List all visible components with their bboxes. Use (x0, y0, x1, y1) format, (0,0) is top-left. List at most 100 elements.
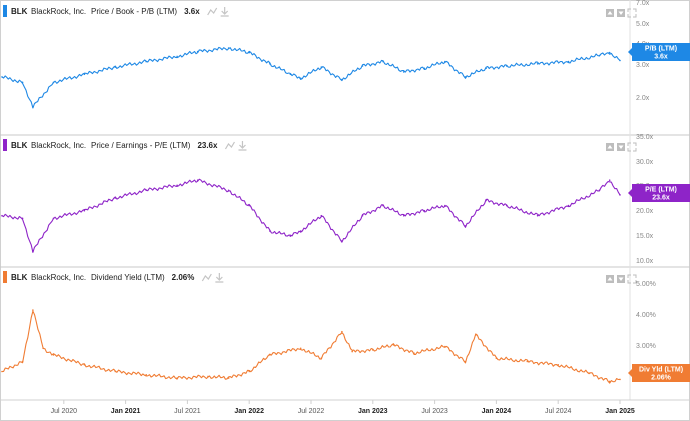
value-tag-value: 2.06% (651, 375, 672, 382)
download-icon[interactable] (215, 273, 224, 283)
ticker-label: BLK (11, 273, 28, 282)
data-point (619, 194, 621, 196)
move-down-icon[interactable] (617, 143, 625, 151)
x-tick-label: Jan 2022 (234, 408, 264, 415)
data-point (176, 55, 178, 58)
data-point (21, 217, 24, 220)
expand-glyph (627, 274, 637, 284)
data-point (227, 189, 230, 192)
data-point (402, 71, 405, 73)
data-point (413, 352, 415, 355)
data-point (320, 357, 323, 360)
download-icon[interactable] (220, 7, 229, 17)
data-point (83, 364, 86, 366)
data-point (608, 380, 611, 383)
chart-type-icon[interactable] (224, 141, 235, 150)
series-color-bar (3, 271, 7, 283)
data-point (1, 76, 3, 78)
ticker-label: BLK (11, 141, 28, 150)
download-glyph (220, 7, 229, 17)
data-point (145, 189, 147, 192)
chart-type-icon[interactable] (207, 7, 218, 16)
chart-panel-3: 5.00% 4.00% 3.00% BLK BlackRock, Inc. Dividen… (1, 271, 690, 384)
move-up-icon[interactable] (606, 9, 614, 17)
value-tag-pointer (628, 369, 632, 377)
company-label: BlackRock, Inc. (31, 141, 86, 150)
data-point (608, 51, 611, 54)
chart-type-icon[interactable] (201, 273, 212, 282)
data-point (485, 199, 487, 202)
y-tick-label: 15.0x (636, 233, 654, 240)
data-point (52, 81, 55, 84)
value-tag-label: Div Yld (LTM) (639, 367, 683, 374)
data-point (269, 63, 271, 65)
data-point (475, 334, 477, 336)
current-value: 2.06% (172, 273, 195, 282)
move-down-icon[interactable] (617, 9, 625, 17)
move-up-arrow (607, 277, 613, 281)
data-point (114, 66, 117, 68)
data-point (619, 378, 621, 381)
data-point (372, 349, 374, 351)
data-point (382, 60, 384, 63)
download-glyph (215, 273, 224, 283)
move-down-icon[interactable] (617, 275, 625, 283)
data-point (176, 377, 178, 379)
data-point (361, 214, 364, 217)
y-tick-label: 10.0x (636, 258, 654, 265)
y-tick-label: 3.00% (636, 343, 656, 350)
data-point (52, 217, 55, 220)
y-tick-label: 5.0x (636, 21, 650, 28)
data-point (557, 364, 559, 366)
move-up-icon[interactable] (606, 275, 614, 283)
data-point (536, 63, 539, 65)
data-point (299, 230, 302, 232)
move-up-arrow (607, 11, 613, 15)
data-point (289, 235, 292, 237)
value-tag: P/E (LTM)23.6x (628, 184, 690, 202)
download-glyph (238, 141, 247, 151)
x-tick-label: Jul 2020 (51, 408, 78, 415)
x-tick-label: Jan 2023 (358, 408, 388, 415)
current-value: 23.6x (197, 141, 218, 150)
data-point (320, 66, 323, 68)
data-point (464, 76, 467, 78)
data-point (619, 59, 621, 62)
series-color-bar (3, 5, 7, 17)
data-point (248, 370, 250, 373)
data-point (21, 81, 24, 84)
data-point (248, 51, 250, 54)
metric-label: Price / Earnings - P/E (LTM) (91, 141, 191, 150)
data-point (526, 360, 529, 363)
value-tag-label: P/E (LTM) (645, 187, 677, 194)
expand-icon[interactable] (627, 8, 637, 18)
company-label: BlackRock, Inc. (31, 7, 86, 16)
current-value: 3.6x (184, 7, 200, 16)
value-tag-pointer (628, 189, 632, 197)
data-point (176, 184, 178, 187)
data-point (598, 54, 601, 57)
data-point (485, 67, 487, 70)
data-point (341, 330, 343, 333)
y-tick-label: 30.0x (636, 159, 654, 166)
company-label: BlackRock, Inc. (31, 273, 86, 282)
data-point (32, 106, 34, 108)
data-point (289, 73, 292, 76)
data-point (320, 214, 323, 217)
data-point (114, 197, 117, 199)
y-tick-label: 35.0x (636, 134, 654, 141)
move-up-arrow (607, 145, 613, 149)
x-tick-label: Jan 2024 (482, 408, 512, 415)
y-tick-label: 20.0x (636, 208, 654, 215)
download-icon[interactable] (238, 141, 247, 151)
expand-icon[interactable] (627, 274, 637, 284)
data-point (536, 214, 539, 217)
data-point (423, 67, 426, 70)
data-point (444, 60, 446, 63)
expand-glyph (627, 8, 637, 18)
expand-icon[interactable] (627, 142, 637, 152)
data-point (145, 60, 147, 63)
move-up-icon[interactable] (606, 143, 614, 151)
series-line-3 (1, 310, 621, 384)
data-point (444, 204, 446, 207)
